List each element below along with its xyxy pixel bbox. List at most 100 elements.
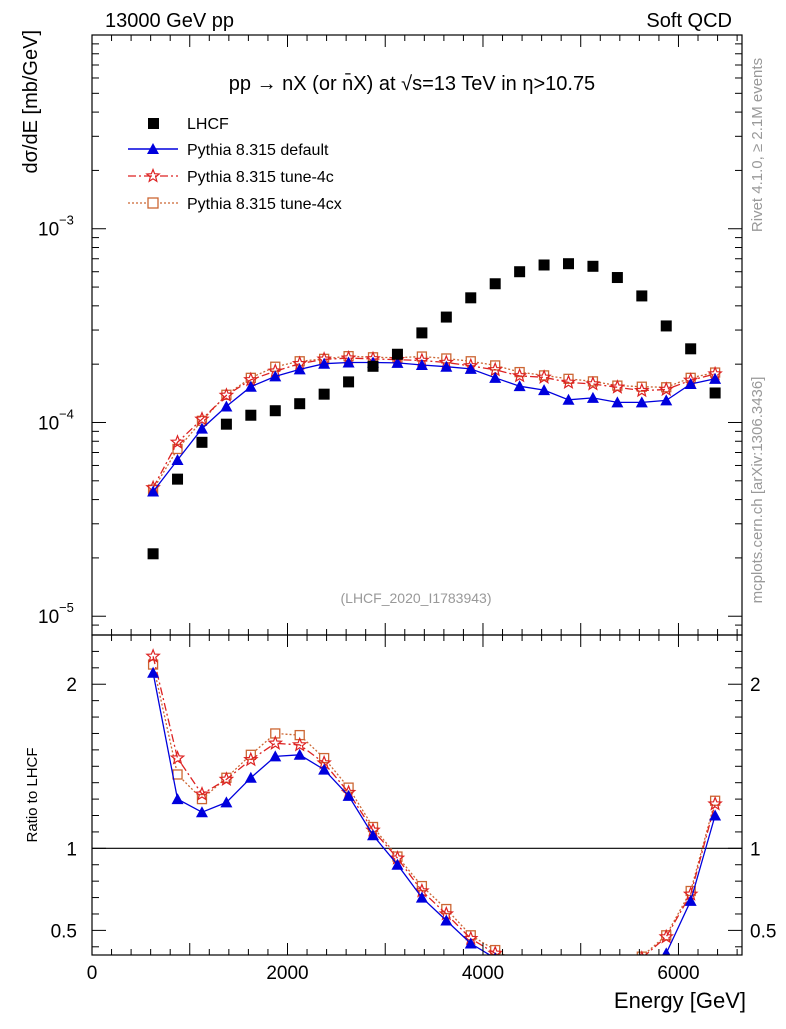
data-point	[171, 793, 184, 805]
data-point	[514, 366, 525, 378]
ratio-panel-frame	[91, 634, 743, 956]
data-point	[514, 964, 526, 975]
data-point	[318, 357, 331, 369]
data-point	[342, 789, 355, 801]
data-point	[464, 937, 477, 949]
x-tick-label: 0	[87, 963, 98, 984]
data-point	[564, 967, 573, 976]
data-point	[513, 958, 525, 970]
legend-item-tune4cx: Pythia 8.315 tune-4cx	[128, 196, 342, 213]
data-point	[634, 382, 650, 398]
data-point	[293, 363, 306, 375]
data-point	[194, 411, 210, 426]
data-point	[562, 393, 575, 405]
data-point	[465, 292, 477, 304]
data-point	[562, 967, 574, 979]
legend-label: Pythia 8.315 default	[187, 142, 329, 159]
data-point	[243, 751, 259, 767]
y-tick-exponent: −4	[59, 406, 74, 421]
data-point	[684, 894, 697, 906]
legend-label: LHCF	[187, 116, 229, 133]
ratio-tick-label: 0.5	[51, 921, 77, 942]
data-point	[563, 258, 575, 270]
data-point	[636, 960, 648, 971]
data-point	[611, 969, 623, 980]
data-point	[220, 796, 233, 808]
data-point	[658, 928, 674, 944]
data-point	[709, 372, 722, 384]
series-line-2	[152, 357, 716, 489]
data-point	[611, 272, 623, 284]
data-point	[220, 418, 232, 430]
data-point	[440, 311, 452, 323]
series-line-1	[152, 672, 716, 955]
data-point	[538, 963, 550, 975]
legend: LHCF Pythia 8.315 default Pythia 8.315 t…	[128, 116, 342, 213]
data-point	[195, 806, 208, 818]
x-axis-label: Energy [GeV]	[614, 988, 746, 1013]
data-point	[416, 327, 428, 339]
ratio-tick-label-right: 2	[750, 675, 761, 696]
data-point	[244, 380, 257, 392]
data-point	[563, 974, 575, 985]
x-tick-label: 4000	[462, 963, 504, 984]
data-point	[513, 380, 526, 392]
data-point	[464, 362, 477, 374]
chart-title: pp → nX (or n̄X) at √s=13 TeV in η>10.75	[229, 72, 595, 95]
series-line-2	[152, 656, 716, 955]
data-point	[169, 749, 186, 765]
data-point	[367, 360, 379, 372]
side-caption-rivet: Rivet 4.1.0, ≥ 2.1M events	[749, 58, 766, 232]
data-point	[218, 771, 235, 787]
data-point	[391, 356, 404, 368]
data-point	[267, 735, 284, 750]
side-caption-mcplots: mcplots.cern.ch [arXiv:1306.3436]	[749, 377, 766, 604]
y-tick-exponent: −5	[59, 600, 74, 615]
data-point	[415, 359, 428, 371]
data-point	[611, 396, 624, 408]
data-point	[172, 473, 184, 485]
data-point	[489, 371, 502, 383]
data-point	[294, 398, 306, 410]
data-point	[318, 388, 330, 400]
data-point	[511, 367, 528, 383]
data-point	[587, 260, 599, 272]
data-point	[514, 266, 526, 278]
legend-label: Pythia 8.315 tune-4cx	[187, 196, 342, 213]
data-point	[244, 771, 257, 783]
data-point	[269, 750, 282, 762]
data-point	[685, 343, 697, 355]
x-tick-label: 6000	[657, 963, 699, 984]
data-point	[367, 829, 380, 841]
legend-item-tune4c: Pythia 8.315 tune-4c	[128, 167, 334, 186]
data-point	[588, 965, 597, 974]
data-point	[540, 964, 549, 973]
data-point	[391, 348, 403, 360]
data-point	[635, 396, 648, 408]
data-point	[636, 951, 647, 955]
data-point	[440, 914, 453, 926]
data-point	[196, 436, 208, 448]
data-point	[684, 377, 697, 389]
ratio-axis-label: Ratio to LHCF	[24, 747, 41, 842]
data-point	[538, 259, 550, 271]
data-point	[318, 763, 331, 775]
data-point	[220, 400, 233, 412]
data-point	[195, 422, 208, 434]
series-line-1	[152, 361, 716, 492]
chart-watermark: (LHCF_2020_I1783943)	[341, 590, 492, 606]
data-point	[147, 666, 160, 678]
y-tick-label: 10	[38, 220, 59, 241]
data-point	[538, 969, 550, 980]
data-point	[585, 375, 601, 391]
data-point	[658, 381, 674, 397]
data-point	[515, 959, 524, 968]
data-point	[587, 965, 599, 977]
x-tick-label: 2000	[266, 963, 308, 984]
data-point	[609, 379, 626, 394]
data-point	[269, 405, 281, 417]
ratio-tick-label-right: 0.5	[750, 921, 776, 942]
data-point	[586, 391, 599, 403]
series-line-3	[152, 664, 716, 955]
data-point	[560, 374, 577, 390]
